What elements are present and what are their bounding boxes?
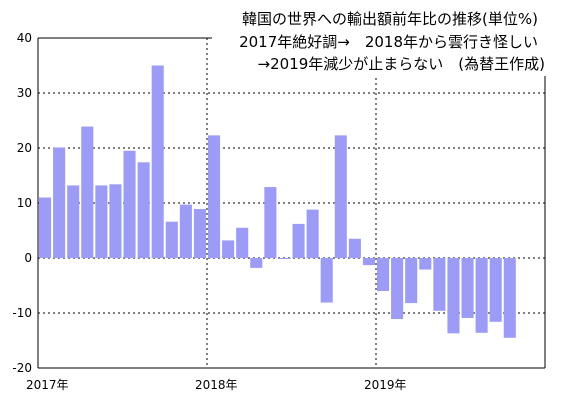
bar-2018-07 [292, 223, 305, 258]
bar-2019-02 [391, 258, 404, 320]
y-tick-label: -20 [12, 361, 32, 375]
x-tick-labels: 2017年 2018年 2019年 [26, 378, 407, 392]
bar-2018-08 [306, 209, 319, 258]
bar-2017-03 [67, 185, 80, 258]
y-tick-label: 10 [17, 196, 32, 210]
bar-2019-06 [447, 258, 460, 334]
y-tick-labels: -20 -10 0 10 20 30 40 [12, 31, 32, 375]
bars-layer [39, 65, 516, 338]
title-line-1: 韓国の世界への輸出額前年比の推移(単位%) [242, 10, 538, 28]
title-line-2: 2017年絶好調→ 2018年から雲行き怪しい [239, 33, 538, 51]
y-tick-label: 20 [17, 141, 32, 155]
bar-2018-10 [334, 135, 347, 258]
title-background [212, 2, 564, 76]
bar-2018-04 [250, 258, 263, 268]
bar-2017-02 [53, 147, 66, 258]
bar-2017-04 [81, 126, 94, 258]
bar-2018-11 [348, 238, 361, 258]
bar-2018-05 [264, 187, 277, 258]
bar-2017-05 [95, 185, 108, 258]
bar-2019-05 [433, 258, 446, 311]
y-tick-label: 0 [24, 251, 32, 265]
bar-2017-08 [137, 162, 150, 258]
bar-2019-03 [405, 258, 418, 304]
bar-2017-10 [165, 221, 178, 258]
y-tick-label: -10 [12, 306, 32, 320]
x-tick-label: 2019年 [364, 378, 407, 392]
bar-2018-02 [222, 240, 235, 258]
bar-2018-06 [278, 258, 291, 259]
bar-2017-07 [123, 150, 136, 258]
bar-2017-11 [179, 204, 192, 258]
title-line-3: →2019年減少が止まらない (為替王作成) [258, 55, 545, 73]
bar-2019-04 [419, 258, 432, 270]
bar-2019-07 [461, 258, 474, 318]
bar-2019-09 [489, 258, 502, 322]
bar-2018-03 [236, 227, 249, 258]
bar-2019-01 [377, 258, 390, 291]
bar-2018-01 [208, 135, 221, 258]
bar-2017-06 [109, 184, 122, 258]
bar-2018-09 [320, 258, 333, 303]
bar-2017-12 [193, 209, 206, 258]
chart-title: 韓国の世界への輸出額前年比の推移(単位%) 2017年絶好調→ 2018年から雲… [212, 2, 564, 76]
bar-2017-09 [151, 65, 164, 258]
y-tick-label: 40 [17, 31, 32, 45]
bar-2019-10 [503, 258, 516, 338]
grid-layer [38, 37, 545, 368]
x-tick-label: 2017年 [26, 378, 69, 392]
bar-2019-08 [475, 258, 488, 333]
bar-2017-01 [39, 197, 52, 258]
bar-2018-12 [362, 258, 375, 266]
y-tick-label: 30 [17, 86, 32, 100]
x-tick-label: 2018年 [195, 378, 238, 392]
